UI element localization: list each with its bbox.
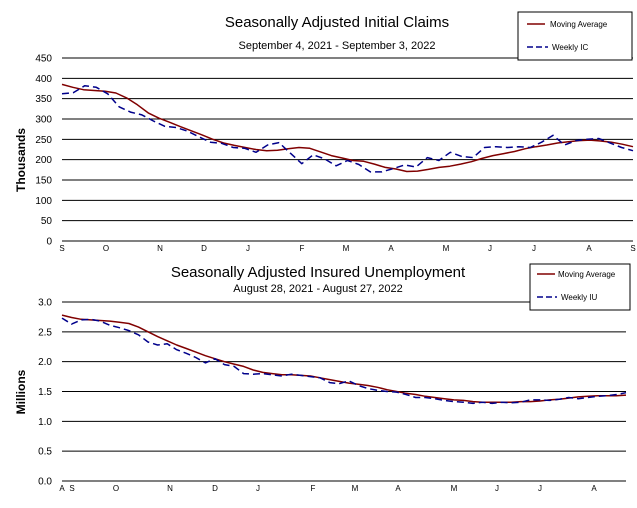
x-tick-label: F [300, 244, 305, 253]
x-tick-label: O [113, 484, 119, 493]
x-tick-label: O [103, 244, 109, 253]
initial-claims-y-axis-label: Thousands [14, 128, 28, 192]
x-tick-label: A [59, 484, 65, 493]
insured-unemployment-legend: Moving Average Weekly IU [529, 263, 631, 311]
y-tick-label: 3.0 [38, 298, 52, 309]
y-tick-label: 2.5 [38, 327, 52, 338]
weekly-iu-legend-label: Weekly IU [561, 293, 598, 302]
insured-unemployment-legend-box [529, 263, 631, 311]
x-tick-label: J [495, 484, 499, 493]
y-tick-label: 400 [35, 74, 52, 85]
y-tick-label: 0.0 [38, 477, 52, 488]
x-tick-label: S [630, 244, 635, 253]
insured-unemployment-series [61, 314, 627, 405]
x-tick-label: J [246, 244, 250, 253]
y-tick-label: 2.0 [38, 357, 52, 368]
initial-claims-gridlines [62, 57, 633, 242]
initial-claims-legend: Moving Average Weekly IC [517, 11, 633, 61]
y-tick-label: 1.0 [38, 417, 52, 428]
initial-claims-title: Seasonally Adjusted Initial Claims [225, 14, 449, 31]
y-tick-label: 50 [41, 216, 53, 227]
x-tick-label: A [586, 244, 592, 253]
y-tick-label: 0.5 [38, 447, 52, 458]
weekly-line [61, 317, 627, 405]
initial-claims-legend-box [517, 11, 633, 61]
initial-claims-series [61, 83, 634, 173]
y-tick-label: 450 [35, 54, 52, 65]
insured-unemployment-title: Seasonally Adjusted Insured Unemployment [171, 264, 466, 281]
x-tick-label: S [69, 484, 74, 493]
x-tick-label: A [395, 484, 401, 493]
x-tick-label: D [212, 484, 218, 493]
x-tick-label: D [201, 244, 207, 253]
initial-claims-chart: Seasonally Adjusted Initial Claims Septe… [14, 11, 636, 253]
y-tick-label: 350 [35, 94, 52, 105]
y-tick-label: 100 [35, 196, 52, 207]
insured-unemployment-y-axis-label: Millions [14, 369, 28, 414]
x-tick-label: N [157, 244, 163, 253]
weekly-line [61, 84, 634, 173]
x-tick-label: J [256, 484, 260, 493]
insured-unemployment-y-ticks: 0.0 0.5 1.0 1.5 2.0 2.5 3.0 [38, 298, 52, 488]
y-tick-label: 0 [46, 237, 52, 248]
x-tick-label: M [343, 244, 350, 253]
y-tick-label: 300 [35, 115, 52, 126]
moving-average-line [61, 314, 627, 403]
moving-average-line [61, 83, 634, 173]
initial-claims-y-ticks: 0 50 100 150 200 250 300 350 400 450 [35, 54, 52, 248]
x-tick-label: J [532, 244, 536, 253]
x-tick-label: A [388, 244, 394, 253]
insured-unemployment-chart: Seasonally Adjusted Insured Unemployment… [14, 263, 631, 493]
y-tick-label: 150 [35, 176, 52, 187]
x-tick-label: J [538, 484, 542, 493]
insured-unemployment-subtitle: August 28, 2021 - August 27, 2022 [233, 283, 402, 295]
y-tick-label: 200 [35, 155, 52, 166]
moving-average-legend-label: Moving Average [550, 20, 608, 29]
y-tick-label: 1.5 [38, 387, 52, 398]
x-tick-label: J [488, 244, 492, 253]
y-tick-label: 250 [35, 135, 52, 146]
x-tick-label: M [443, 244, 450, 253]
insured-unemployment-gridlines [62, 301, 626, 482]
x-tick-label: F [311, 484, 316, 493]
moving-average-legend-label-2: Moving Average [558, 270, 616, 279]
x-tick-label: S [59, 244, 64, 253]
x-tick-label: A [591, 484, 597, 493]
x-tick-label: N [167, 484, 173, 493]
weekly-ic-legend-label: Weekly IC [552, 43, 589, 52]
x-tick-label: M [451, 484, 458, 493]
initial-claims-subtitle: September 4, 2021 - September 3, 2022 [239, 40, 436, 52]
x-tick-label: M [352, 484, 359, 493]
